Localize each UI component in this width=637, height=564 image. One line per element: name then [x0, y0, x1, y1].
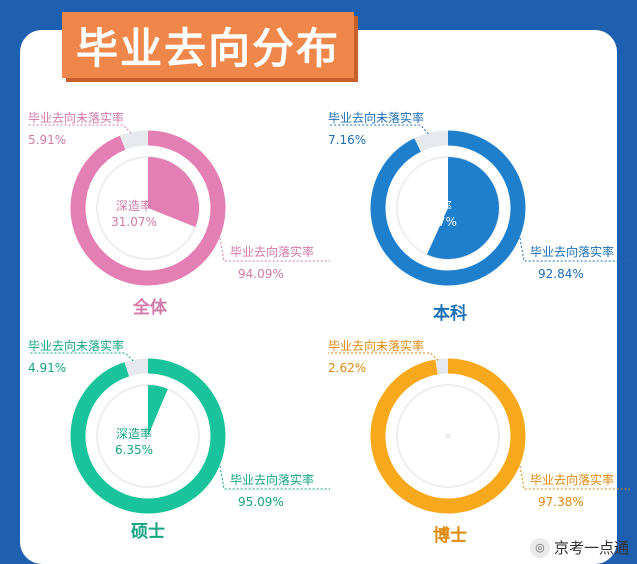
donut-chart-3: 深造率 6.35% 毕业去向未落实率 4.91% 毕业去向落实率 95.09% 硕士 [28, 338, 330, 542]
unimplemented-leader-line [28, 352, 134, 362]
implemented-value: 92.84% [538, 267, 584, 281]
title-banner: 毕业去向分布 [62, 12, 354, 78]
deep-study-label: 深造率 [116, 198, 152, 213]
watermark: ◎ 京考一点通 [529, 537, 629, 558]
implemented-label: 毕业去向落实率 [230, 472, 314, 487]
unimplemented-arc [414, 130, 449, 152]
content-card [20, 30, 617, 564]
chart-caption: 博士 [433, 525, 467, 546]
deep-study-label: 深造率 [116, 426, 152, 441]
unimplemented-value: 7.16% [328, 133, 366, 147]
chart-caption: 硕士 [131, 521, 165, 542]
deep-study-value: 6.35% [115, 443, 153, 457]
unimplemented-arc [124, 358, 149, 377]
implemented-value: 94.09% [238, 267, 284, 281]
chart-caption: 本科 [433, 303, 467, 324]
deep-study-sector [426, 157, 499, 259]
implemented-arc [370, 358, 526, 514]
unimplemented-value: 2.62% [328, 361, 366, 375]
unimplemented-arc [119, 130, 149, 150]
implemented-label: 毕业去向落实率 [230, 244, 314, 259]
chart-caption: 全体 [132, 297, 168, 318]
deep-study-sector [148, 385, 168, 436]
implemented-label: 毕业去向落实率 [530, 244, 614, 259]
unimplemented-value: 5.91% [28, 133, 66, 147]
implemented-value: 97.38% [538, 495, 584, 509]
deep-study-value: 31.07% [111, 215, 157, 229]
unimplemented-leader-line [28, 124, 132, 134]
unimplemented-label: 毕业去向未落实率 [328, 338, 424, 353]
center-dot [445, 433, 451, 439]
wechat-channel-icon: ◎ [529, 537, 550, 558]
unimplemented-arc [435, 358, 449, 375]
implemented-arc [70, 130, 226, 286]
unimplemented-label: 毕业去向未落实率 [28, 110, 124, 125]
unimplemented-label: 毕业去向未落实率 [328, 110, 424, 125]
implemented-value: 95.09% [238, 495, 284, 509]
deep-study-label: 深造率 [416, 198, 452, 213]
unimplemented-leader-line [328, 124, 429, 135]
deep-study-value: 56.77% [411, 215, 457, 229]
unimplemented-value: 4.91% [28, 361, 66, 375]
implemented-label: 毕业去向落实率 [530, 472, 614, 487]
unimplemented-leader-line [328, 352, 439, 361]
implemented-arc [370, 130, 526, 286]
donut-chart-4: 毕业去向未落实率 2.62% 毕业去向落实率 97.38% 博士 [328, 338, 630, 546]
donut-chart-1: 深造率 31.07% 毕业去向未落实率 5.91% 毕业去向落实率 94.09% 全体 [28, 110, 330, 318]
donut-chart-2: 深造率 56.77% 毕业去向未落实率 7.16% 毕业去向落实率 92.84% 本科 [328, 110, 630, 324]
unimplemented-label: 毕业去向未落实率 [28, 338, 124, 353]
implemented-arc [70, 358, 226, 514]
inner-guide-ring [396, 384, 500, 488]
watermark-text: 京考一点通 [553, 539, 629, 557]
page-title: 毕业去向分布 [75, 23, 340, 73]
deep-study-sector [148, 157, 200, 227]
